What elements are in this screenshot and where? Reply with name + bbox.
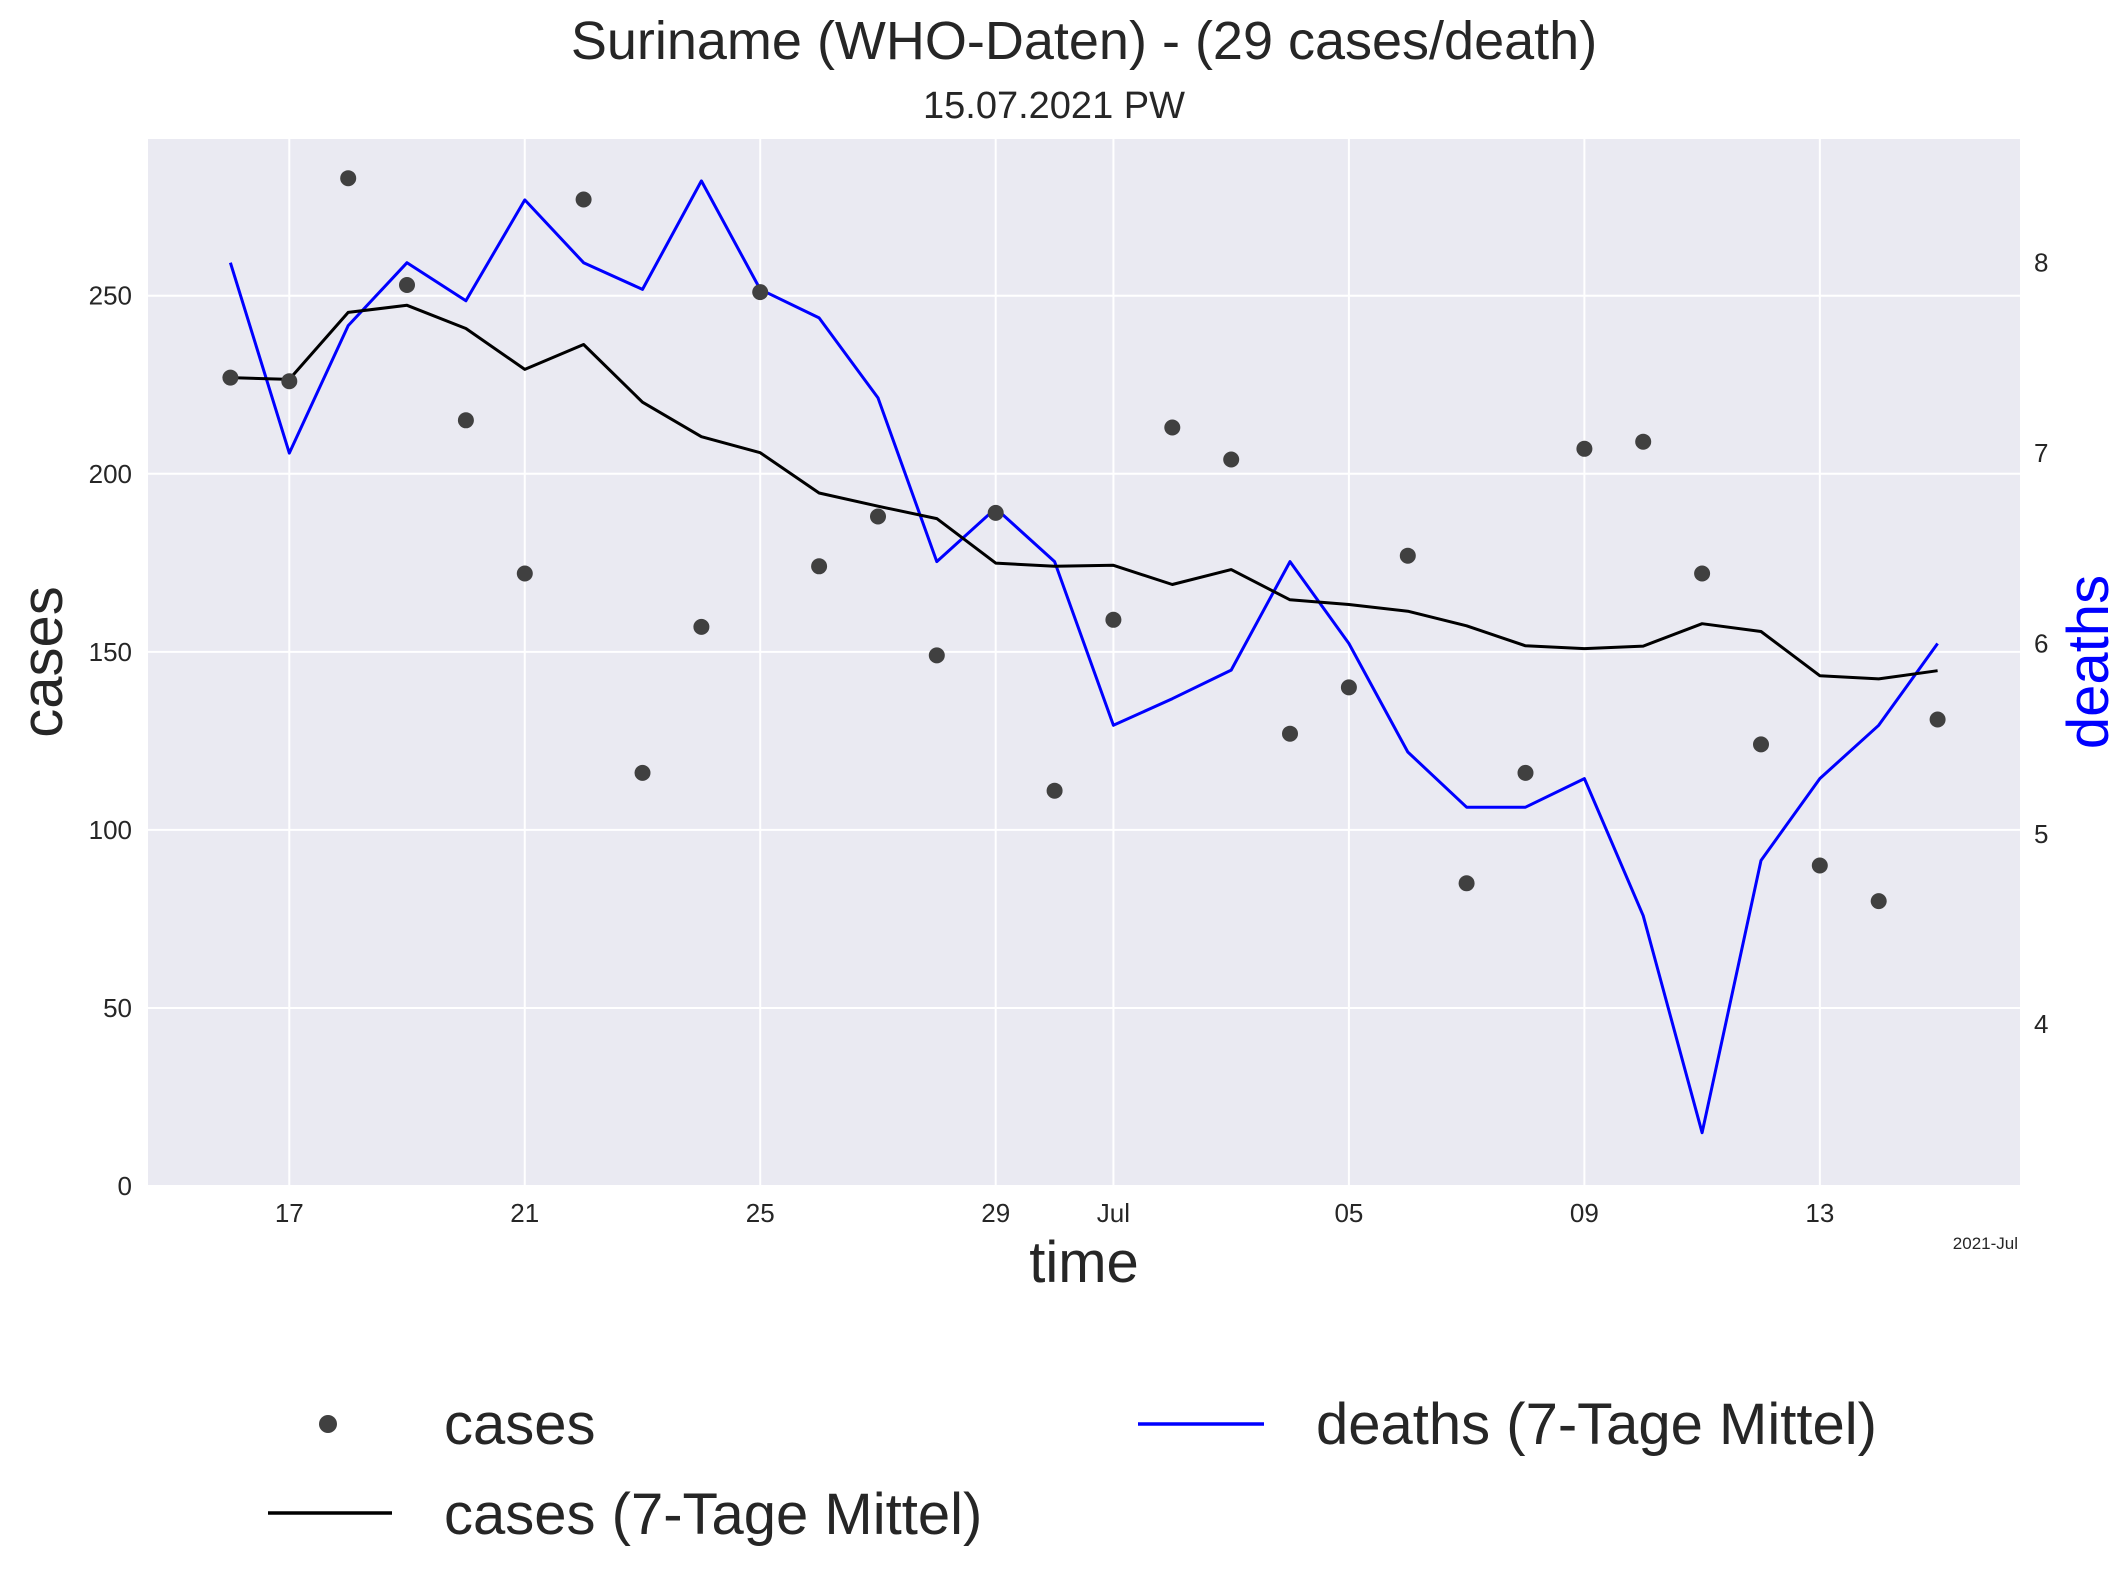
x-tick-label: 29 xyxy=(981,1198,1010,1228)
cases-point xyxy=(1399,547,1416,564)
cases-point xyxy=(1223,451,1240,468)
tick-labels: 17 21 25 29 Jul 05 09 13 0 50 100 150 200 250 4 5 6 7 8 xyxy=(89,248,2049,1228)
x-tick-label: 25 xyxy=(746,1198,775,1228)
cases-point xyxy=(1929,711,1946,728)
cases-point xyxy=(752,284,769,301)
x-axis-label: time xyxy=(1029,1230,1139,1295)
x-tick-label: 17 xyxy=(275,1198,304,1228)
legend-deaths-avg-label: deaths (7-Tage Mittel) xyxy=(1316,1392,1877,1457)
cases-point xyxy=(1753,736,1769,753)
cases-point xyxy=(281,373,298,390)
cases-point xyxy=(1458,875,1475,892)
cases-point xyxy=(1340,679,1357,696)
chart-subtitle: 15.07.2021 PW xyxy=(923,85,1185,127)
cases-point xyxy=(634,764,651,781)
cases-point xyxy=(575,191,592,208)
y-tick-label: 150 xyxy=(89,637,132,667)
cases-point xyxy=(1811,857,1828,874)
y2-tick-label: 5 xyxy=(2034,819,2048,849)
deaths-avg-line xyxy=(228,179,1939,1135)
cases-point xyxy=(870,508,886,525)
legend: cases cases (7-Tage Mittel) deaths (7-Ta… xyxy=(268,1392,1877,1547)
cases-point xyxy=(1576,440,1593,457)
x-offset-label: 2021-Jul xyxy=(1953,1234,2018,1253)
legend-cases-avg-label: cases (7-Tage Mittel) xyxy=(444,1482,982,1547)
cases-point xyxy=(457,412,474,429)
y-tick-label: 100 xyxy=(89,815,132,845)
cases-point xyxy=(399,277,415,293)
x-tick-label: 05 xyxy=(1334,1198,1363,1228)
x-tick-label: Jul xyxy=(1097,1198,1130,1228)
y2-tick-label: 8 xyxy=(2034,248,2048,278)
cases-point xyxy=(811,558,828,575)
cases-point xyxy=(1870,893,1887,910)
cases-point xyxy=(1282,725,1298,742)
cases-point xyxy=(340,170,357,187)
series-layer xyxy=(222,170,1946,1135)
y-tick-label: 50 xyxy=(103,993,132,1023)
cases-point xyxy=(1635,433,1652,450)
y2-axis-label: deaths xyxy=(2056,575,2119,749)
cases-point xyxy=(1694,565,1711,582)
y2-tick-label: 6 xyxy=(2034,628,2048,658)
chart-title: Suriname (WHO-Daten) - (29 cases/death) xyxy=(571,11,1597,71)
cases-point xyxy=(516,565,533,582)
cases-point xyxy=(222,369,239,386)
cases-point xyxy=(987,504,1004,521)
legend-cases-label: cases xyxy=(444,1392,596,1457)
cases-point xyxy=(1517,764,1534,781)
x-tick-label: 21 xyxy=(510,1198,539,1228)
y-tick-label: 0 xyxy=(118,1171,132,1201)
x-tick-label: 09 xyxy=(1570,1198,1599,1228)
cases-point xyxy=(693,618,710,635)
cases-avg-line xyxy=(230,303,1938,681)
y-tick-label: 250 xyxy=(89,281,132,311)
x-tick-label: 13 xyxy=(1805,1198,1834,1228)
legend-cases-marker xyxy=(319,1415,337,1433)
grid-lines xyxy=(148,139,2020,1187)
y-axis-label: cases xyxy=(10,586,75,738)
cases-point xyxy=(1164,419,1181,436)
y-tick-label: 200 xyxy=(89,459,132,489)
cases-point xyxy=(928,647,945,664)
y2-tick-label: 7 xyxy=(2034,438,2048,468)
cases-point xyxy=(1105,611,1122,628)
plot-area xyxy=(148,139,2020,1186)
y2-tick-label: 4 xyxy=(2034,1009,2048,1039)
cases-point xyxy=(1046,782,1063,799)
